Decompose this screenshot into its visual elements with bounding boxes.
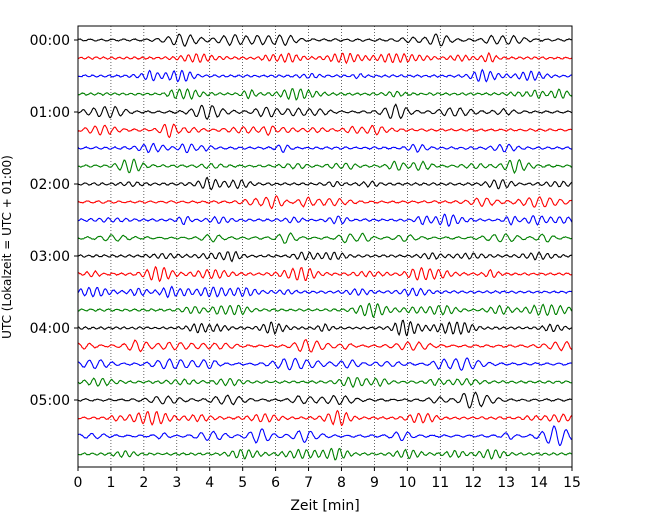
seismogram-trace-17: [77, 338, 573, 353]
y-tick-label: 02:00: [30, 177, 70, 193]
seismogram-trace-2: [77, 68, 573, 83]
x-tick-label: 6: [271, 475, 280, 491]
x-tick-label: 7: [304, 475, 313, 491]
seismogram-trace-19: [77, 376, 573, 389]
y-tick-label: 05:00: [30, 393, 70, 409]
seismogram-trace-9: [77, 195, 573, 210]
seismogram-trace-11: [77, 232, 573, 244]
seismogram-trace-4: [77, 103, 573, 121]
seismogram-trace-7: [77, 158, 573, 175]
x-tick-label: 0: [74, 475, 83, 491]
seismogram-trace-12: [77, 250, 573, 263]
y-tick-label: 03:00: [30, 249, 70, 265]
seismogram-trace-23: [77, 447, 573, 461]
x-axis: 0 1 2 3 4 5 6 7 8 9 10 11 12 13 14 15: [74, 467, 581, 491]
seismogram-trace-15: [77, 302, 573, 319]
seismogram-trace-1: [77, 51, 573, 65]
seismogram-trace-22: [77, 425, 573, 447]
x-tick-label: 1: [106, 475, 115, 491]
y-axis-title: UTC (Lokalzeit = UTC + 01:00): [0, 155, 14, 339]
seismogram-trace-13: [77, 265, 573, 283]
x-tick-label: 12: [464, 475, 482, 491]
x-tick-label: 11: [431, 475, 449, 491]
x-tick-label: 14: [530, 475, 548, 491]
seismogram-trace-20: [77, 391, 573, 409]
x-tick-label: 9: [370, 475, 379, 491]
seismogram-trace-14: [77, 285, 573, 299]
y-tick-label: 04:00: [30, 321, 70, 337]
x-tick-label: 13: [497, 475, 515, 491]
x-tick-label: 2: [139, 475, 148, 491]
y-tick-label: 01:00: [30, 105, 70, 121]
x-tick-label: 3: [172, 475, 181, 491]
plot-background: [78, 26, 572, 467]
seismogram-trace-18: [77, 357, 573, 371]
seismogram-trace-10: [77, 213, 573, 227]
x-tick-label: 5: [238, 475, 247, 491]
y-tick-label: 00:00: [30, 33, 70, 49]
plot-frame: [77, 25, 573, 468]
seismogram-trace-0: [77, 33, 573, 47]
seismogram-trace-8: [77, 176, 573, 191]
seismogram-trace-5: [77, 123, 573, 139]
x-tick-label: 8: [337, 475, 346, 491]
x-tick-label: 4: [205, 475, 214, 491]
x-tick-label: 15: [563, 475, 581, 491]
seismogram-trace-3: [77, 88, 573, 101]
x-axis-title: Zeit [min]: [290, 498, 359, 514]
seismogram-trace-21: [77, 409, 573, 427]
x-tick-label: 10: [398, 475, 416, 491]
seismogram-trace-16: [77, 319, 573, 337]
traces: [77, 33, 573, 461]
seismogram-trace-6: [77, 142, 573, 154]
y-axis: 00:00 01:00 02:00 03:00 04:00 05:00: [30, 33, 78, 409]
